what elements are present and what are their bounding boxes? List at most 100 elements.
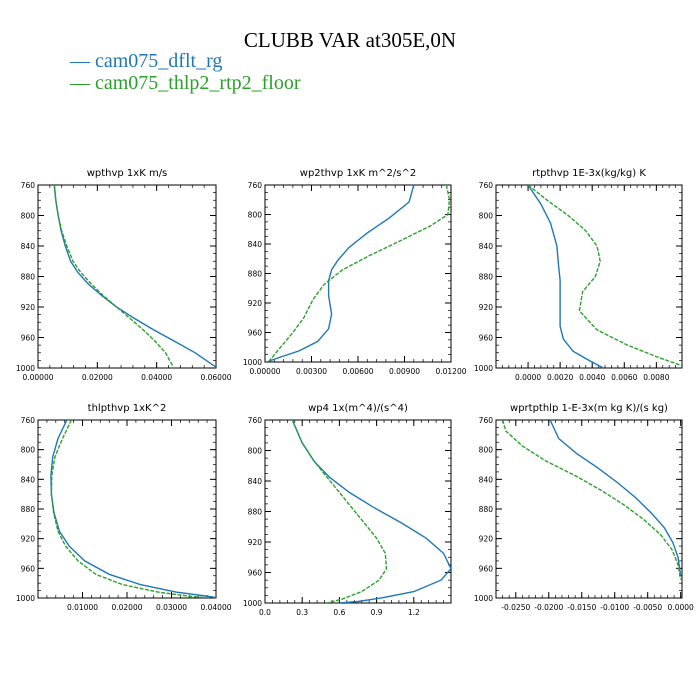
panel-title: wp4 1x(m^4)/(s^4) xyxy=(308,403,408,414)
y-tick-label: 760 xyxy=(21,181,36,190)
y-tick-label: 800 xyxy=(21,212,36,221)
y-tick-label: 920 xyxy=(248,538,263,547)
panel-3: thlpthvp 1xK^2 0.01000 0.02000 0.03000 0.040… xyxy=(16,403,232,612)
y-tick-label: 960 xyxy=(479,334,494,343)
y-tick-label: 920 xyxy=(248,299,263,308)
y-tick-label: 760 xyxy=(479,416,494,425)
y-tick-label: 800 xyxy=(21,446,36,455)
y-tick-label: 880 xyxy=(479,505,494,514)
x-tick-label: 0.04000 xyxy=(200,603,231,612)
panel-title: rtpthvp 1E-3x(kg/kg) K xyxy=(532,168,646,179)
y-tick-label: 800 xyxy=(479,212,494,221)
y-tick-label: 880 xyxy=(21,273,36,282)
y-tick-label: 880 xyxy=(21,505,36,514)
x-tick-label: 0.01000 xyxy=(67,603,98,612)
panel-frame xyxy=(37,419,217,599)
y-tick-label: 760 xyxy=(21,416,36,425)
panel-0: wpthvp 1xK m/s 0.00000 0.02000 0.04000 0.060… xyxy=(16,168,232,382)
y-tick-label: 1000 xyxy=(16,594,35,603)
panel-5: wprtpthlp 1-E-3x(m kg K)/(s kg) -0.0250 -0… xyxy=(474,403,694,612)
y-tick-label: 1000 xyxy=(243,599,262,608)
x-tick-label: 0.0060 xyxy=(611,373,637,382)
x-tick-label: 0.0 xyxy=(259,608,271,617)
series-line-floor xyxy=(501,420,682,580)
y-tick-label: 760 xyxy=(248,181,263,190)
y-tick-label: 960 xyxy=(479,564,494,573)
panel-frame xyxy=(264,184,452,363)
x-tick-label: 0.00600 xyxy=(342,367,373,376)
x-tick-label: 0.6 xyxy=(333,608,345,617)
series-line-floor xyxy=(53,185,174,367)
y-tick-label: 960 xyxy=(21,564,36,573)
series-line-floor xyxy=(269,185,451,361)
x-tick-label: 0.06000 xyxy=(200,373,231,382)
y-tick-label: 920 xyxy=(21,535,36,544)
y-tick-label: 920 xyxy=(479,303,494,312)
x-tick-label: 0.3 xyxy=(296,608,308,617)
x-tick-label: 0.01200 xyxy=(435,367,466,376)
y-tick-label: 800 xyxy=(248,447,263,456)
panel-frame xyxy=(495,184,683,369)
x-tick-label: 0.00000 xyxy=(22,373,53,382)
y-tick-label: 760 xyxy=(479,181,494,190)
panel-title: thlpthvp 1xK^2 xyxy=(88,403,167,414)
x-tick-label: 0.0080 xyxy=(643,373,669,382)
y-tick-label: 800 xyxy=(248,211,263,220)
series-line-floor xyxy=(50,420,210,598)
x-tick-label: 0.02000 xyxy=(111,603,142,612)
series-line-dflt xyxy=(527,185,604,368)
panel-1: wp2thvp 1xK m^2/s^2 0.00000 0.00300 0.00600… xyxy=(243,168,467,376)
series-line-floor xyxy=(291,420,388,603)
x-tick-label: 0.04000 xyxy=(141,373,172,382)
legend-entry-floor: — cam075_thlp2_rtp2_floor xyxy=(70,72,301,94)
y-tick-label: 840 xyxy=(248,477,263,486)
y-tick-label: 760 xyxy=(248,416,263,425)
y-tick-label: 920 xyxy=(479,535,494,544)
panel-title: wpthvp 1xK m/s xyxy=(87,168,168,179)
y-tick-label: 840 xyxy=(248,240,263,249)
x-tick-label: -0.0200 xyxy=(534,603,563,612)
y-tick-label: 840 xyxy=(479,475,494,484)
panel-frame xyxy=(37,184,217,369)
y-tick-label: 880 xyxy=(479,273,494,282)
y-tick-label: 960 xyxy=(248,569,263,578)
x-tick-label: -0.0100 xyxy=(600,603,629,612)
x-tick-label: -0.0250 xyxy=(501,603,530,612)
series-line-dflt xyxy=(266,185,415,362)
y-tick-label: 1000 xyxy=(474,594,493,603)
series-line-floor xyxy=(527,185,682,367)
x-tick-label: 0.00900 xyxy=(389,367,420,376)
x-tick-label: -0.0050 xyxy=(633,603,662,612)
y-tick-label: 1000 xyxy=(243,358,262,367)
page-title: CLUBB VAR at305E,0N xyxy=(243,28,457,52)
y-tick-label: 880 xyxy=(248,270,263,279)
series-line-dflt xyxy=(50,420,216,598)
series-line-dflt xyxy=(53,185,216,368)
y-tick-label: 960 xyxy=(248,329,263,338)
x-tick-label: 0.0000 xyxy=(515,373,541,382)
y-tick-label: 840 xyxy=(479,242,494,251)
panel-frame xyxy=(264,419,452,604)
x-tick-label: 0.03000 xyxy=(156,603,187,612)
x-tick-label: -0.0150 xyxy=(567,603,596,612)
y-tick-label: 1000 xyxy=(474,364,493,373)
panel-title: wprtpthlp 1-E-3x(m kg K)/(s kg) xyxy=(510,403,668,414)
x-tick-label: 1.2 xyxy=(408,608,420,617)
x-tick-label: 0.00300 xyxy=(296,367,327,376)
series-line-dflt xyxy=(291,420,451,603)
y-tick-label: 880 xyxy=(248,508,263,517)
y-tick-label: 840 xyxy=(21,242,36,251)
x-tick-label: 0.9 xyxy=(371,608,383,617)
y-tick-label: 920 xyxy=(21,303,36,312)
x-tick-label: 0.02000 xyxy=(82,373,113,382)
y-tick-label: 840 xyxy=(21,475,36,484)
panel-2: rtpthvp 1E-3x(kg/kg) K 0.0000 0.0020 0.0040… xyxy=(474,168,683,382)
y-tick-label: 960 xyxy=(21,334,36,343)
y-tick-label: 1000 xyxy=(16,364,35,373)
x-tick-label: 0.0000 xyxy=(668,603,694,612)
panel-4: wp4 1x(m^4)/(s^4) 0.0 0.3 0.6 0.9 1.2 760 800 84… xyxy=(243,403,452,617)
legend-entry-dflt: — cam075_dflt_rg xyxy=(70,50,223,72)
y-tick-label: 800 xyxy=(479,446,494,455)
x-tick-label: 0.00000 xyxy=(249,367,280,376)
